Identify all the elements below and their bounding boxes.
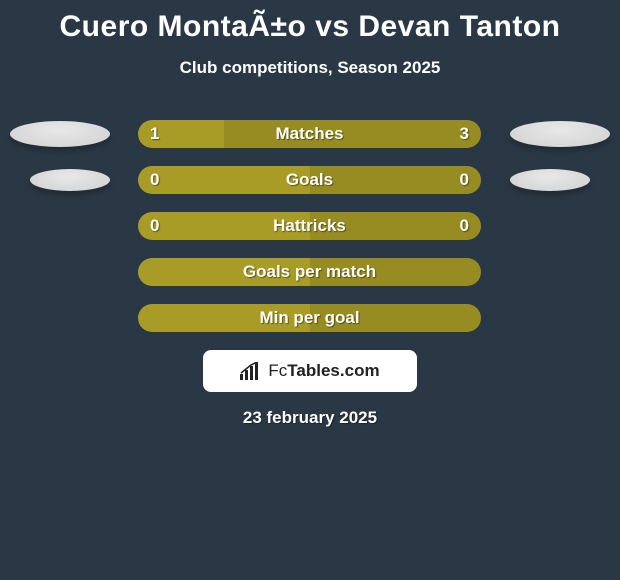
stat-label: Goals bbox=[138, 166, 481, 194]
player-left-marker bbox=[10, 121, 110, 147]
stat-row: Goals per match bbox=[0, 258, 620, 286]
stat-row: 13Matches bbox=[0, 120, 620, 148]
logo-suffix: Tables.com bbox=[287, 361, 379, 380]
player-right-marker bbox=[510, 169, 590, 191]
stats-rows: 13Matches 00Goals 00Hattricks Goals per mat… bbox=[0, 120, 620, 332]
player-right-marker bbox=[510, 121, 610, 147]
logo-prefix: Fc bbox=[268, 361, 287, 380]
stat-label: Min per goal bbox=[138, 304, 481, 332]
stat-label: Matches bbox=[138, 120, 481, 148]
stat-row: 00Hattricks bbox=[0, 212, 620, 240]
snapshot-date: 23 february 2025 bbox=[0, 408, 620, 428]
stat-bar: 00Goals bbox=[138, 166, 481, 194]
chart-icon bbox=[240, 362, 262, 380]
logo-text: FcTables.com bbox=[268, 361, 379, 381]
stat-bar: Goals per match bbox=[138, 258, 481, 286]
stat-row: Min per goal bbox=[0, 304, 620, 332]
stat-bar: 13Matches bbox=[138, 120, 481, 148]
page-title: Cuero MontaÃ±o vs Devan Tanton bbox=[0, 0, 620, 44]
stat-label: Hattricks bbox=[138, 212, 481, 240]
fctables-logo: FcTables.com bbox=[203, 350, 417, 392]
page-subtitle: Club competitions, Season 2025 bbox=[0, 58, 620, 78]
stat-bar: Min per goal bbox=[138, 304, 481, 332]
stat-bar: 00Hattricks bbox=[138, 212, 481, 240]
stat-row: 00Goals bbox=[0, 166, 620, 194]
player-left-marker bbox=[30, 169, 110, 191]
stat-label: Goals per match bbox=[138, 258, 481, 286]
